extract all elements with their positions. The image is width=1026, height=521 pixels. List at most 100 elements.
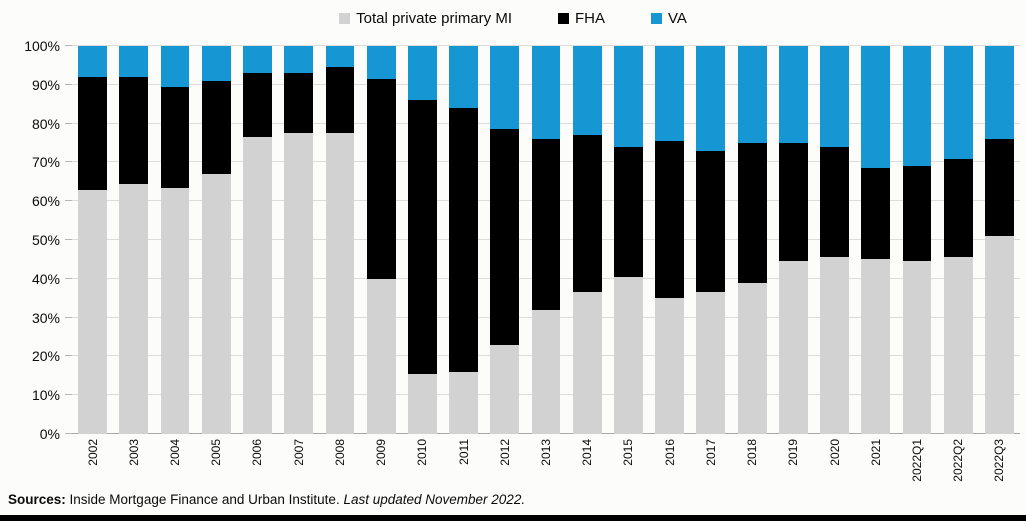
bar-segment-va	[284, 46, 314, 74]
x-axis-category-label: 2006	[250, 439, 265, 466]
axis-tick	[65, 83, 72, 85]
bar-slot	[319, 46, 360, 434]
bar-segment-total-private-primary-mi	[614, 276, 643, 434]
x-axis-category-label: 2005	[209, 439, 224, 466]
bar-segment-fha	[778, 143, 808, 262]
sources-label: Sources:	[8, 492, 66, 507]
x-labels: 2002 2003 2004 2005 2006 2007 2008 2009 2010 2011…	[72, 439, 1020, 491]
bar-slot	[690, 46, 731, 434]
bar-slot	[608, 46, 649, 434]
y-axis: 100% 90% 80% 70% 60% 50% 40% 30% 20% 10% 0%	[0, 38, 72, 442]
footer-divider-bar	[0, 515, 1026, 521]
bar-slot	[567, 46, 608, 434]
x-label-slot: 2012	[484, 439, 525, 491]
bar-slot	[113, 46, 154, 434]
sources-text: Inside Mortgage Finance and Urban Instit…	[65, 492, 344, 507]
va-swatch-icon	[650, 13, 662, 24]
stacked-bar-2010	[407, 46, 437, 434]
x-label-slot: 2020	[814, 439, 855, 491]
x-label-slot: 2022Q2	[938, 439, 979, 491]
bar-slot	[979, 46, 1020, 434]
bar-segment-total-private-primary-mi	[737, 282, 767, 434]
bar-slot	[443, 46, 484, 434]
stacked-bar-2008	[325, 46, 355, 434]
bar-segment-fha	[449, 108, 478, 372]
x-axis-category-label: 2016	[662, 439, 677, 466]
x-label-slot: 2015	[608, 439, 649, 491]
bar-segment-fha	[119, 77, 149, 184]
x-axis-category-label: 2007	[291, 439, 306, 466]
x-label-slot: 2009	[361, 439, 402, 491]
bar-segment-total-private-primary-mi	[78, 189, 108, 434]
x-label-slot: 2013	[525, 439, 566, 491]
x-label-slot: 2005	[196, 439, 237, 491]
bar-slot	[154, 46, 195, 434]
x-axis-category-label: 2008	[332, 439, 347, 466]
y-axis-tick-label: 30%	[31, 309, 60, 326]
axis-tick	[65, 355, 72, 357]
bar-segment-fha	[820, 146, 849, 258]
x-label-slot: 2016	[649, 439, 690, 491]
chart-legend: Total private primary MI FHA VA	[0, 0, 1026, 30]
x-axis-category-label: 2019	[786, 439, 801, 466]
stacked-bar-2005	[201, 46, 231, 434]
bar-slot	[402, 46, 443, 434]
legend-label-fha: FHA	[574, 10, 605, 27]
bar-segment-va	[655, 46, 685, 142]
stacked-bar-2002	[78, 46, 108, 434]
stacked-bar-2016	[655, 46, 685, 434]
plot-area	[65, 45, 1020, 434]
chart-area: 100% 90% 80% 70% 60% 50% 40% 30% 20% 10% 0%	[0, 38, 1026, 442]
x-label-slot: 2011	[443, 439, 484, 491]
x-label-slot: 2006	[237, 439, 278, 491]
stacked-bar-2014	[572, 46, 602, 434]
x-axis-category-label: 2004	[168, 439, 183, 466]
bar-segment-va	[490, 46, 520, 130]
stacked-bar-2020	[820, 46, 849, 434]
stacked-bar-2021	[861, 46, 891, 434]
bar-slot	[814, 46, 855, 434]
axis-tick	[65, 277, 72, 279]
axis-tick	[65, 122, 72, 124]
x-axis-category-label: 2022Q1	[909, 439, 924, 482]
bar-segment-va	[201, 46, 231, 81]
bar-slot	[773, 46, 814, 434]
x-axis-category-label: 2017	[703, 439, 718, 466]
bar-segment-total-private-primary-mi	[160, 187, 190, 434]
bar-segment-total-private-primary-mi	[531, 309, 561, 434]
x-label-slot: 2021	[855, 439, 896, 491]
y-axis-tick-label: 70%	[31, 154, 60, 171]
stacked-bar-2019	[778, 46, 808, 434]
stacked-bar-2017	[696, 46, 726, 434]
axis-tick	[65, 161, 72, 163]
bar-segment-fha	[366, 78, 396, 279]
bar-segment-va	[820, 46, 849, 147]
bar-segment-total-private-primary-mi	[572, 292, 602, 434]
bar-segment-va	[366, 46, 396, 79]
bar-slot	[196, 46, 237, 434]
legend-item-private-mi: Total private primary MI	[339, 10, 512, 27]
bar-segment-fha	[243, 73, 272, 138]
y-axis-tick-label: 20%	[31, 348, 60, 365]
bar-segment-va	[243, 46, 272, 74]
x-axis: 2002 2003 2004 2005 2006 2007 2008 2009 2010 2011…	[0, 439, 1026, 491]
bar-segment-va	[696, 46, 726, 151]
bar-segment-total-private-primary-mi	[366, 278, 396, 434]
bar-segment-fha	[160, 86, 190, 188]
bar-segment-total-private-primary-mi	[407, 373, 437, 434]
stacked-bar-2006	[243, 46, 272, 434]
gridline	[65, 45, 1020, 46]
x-axis-spacer	[0, 439, 72, 491]
bar-segment-fha	[490, 129, 520, 345]
stacked-bar-2009	[366, 46, 396, 434]
stacked-bar-2018	[737, 46, 767, 434]
bar-segment-total-private-primary-mi	[820, 257, 849, 434]
bar-slot	[732, 46, 773, 434]
x-label-slot: 2008	[319, 439, 360, 491]
legend-label-va: VA	[667, 10, 687, 27]
bar-segment-va	[861, 46, 891, 169]
stacked-bar-2007	[284, 46, 314, 434]
bar-segment-va	[778, 46, 808, 143]
bar-segment-fha	[943, 158, 973, 258]
bar-segment-total-private-primary-mi	[284, 133, 314, 434]
